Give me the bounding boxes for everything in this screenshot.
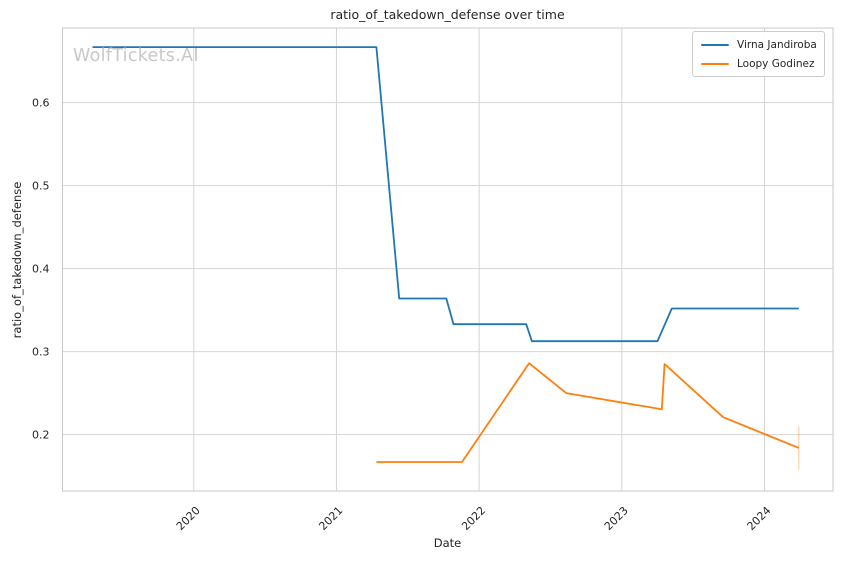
x-axis-label: Date xyxy=(433,536,462,550)
legend-item-virna-jandiroba: Virna Jandiroba xyxy=(701,37,817,52)
legend-label: Loopy Godinez xyxy=(737,57,815,70)
x-tick-label: 2024 xyxy=(745,504,774,533)
y-tick-label: 0.3 xyxy=(32,346,50,359)
x-tick-label: 2020 xyxy=(174,504,203,533)
y-tick-label: 0.4 xyxy=(32,263,50,276)
y-tick-label: 0.6 xyxy=(32,97,50,110)
y-axis-label: ratio_of_takedown_defense xyxy=(10,181,24,339)
legend-line-sample-orange xyxy=(701,62,729,65)
chart-title: ratio_of_takedown_defense over time xyxy=(330,7,565,22)
legend-item-loopy-godinez: Loopy Godinez xyxy=(701,56,817,71)
watermark: WolfTickets.AI xyxy=(73,46,199,66)
x-tick-label: 2023 xyxy=(602,504,631,533)
x-tick-label: 2022 xyxy=(459,504,488,533)
legend: Virna Jandiroba Loopy Godinez xyxy=(692,31,825,77)
x-tick-label: 2021 xyxy=(316,504,345,533)
plot-border xyxy=(62,27,834,492)
series-line xyxy=(92,46,799,343)
legend-line-sample-blue xyxy=(701,43,729,46)
series-line xyxy=(376,362,800,463)
y-tick-label: 0.5 xyxy=(32,180,50,193)
legend-label: Virna Jandiroba xyxy=(737,38,817,51)
y-tick-label: 0.2 xyxy=(32,429,50,442)
